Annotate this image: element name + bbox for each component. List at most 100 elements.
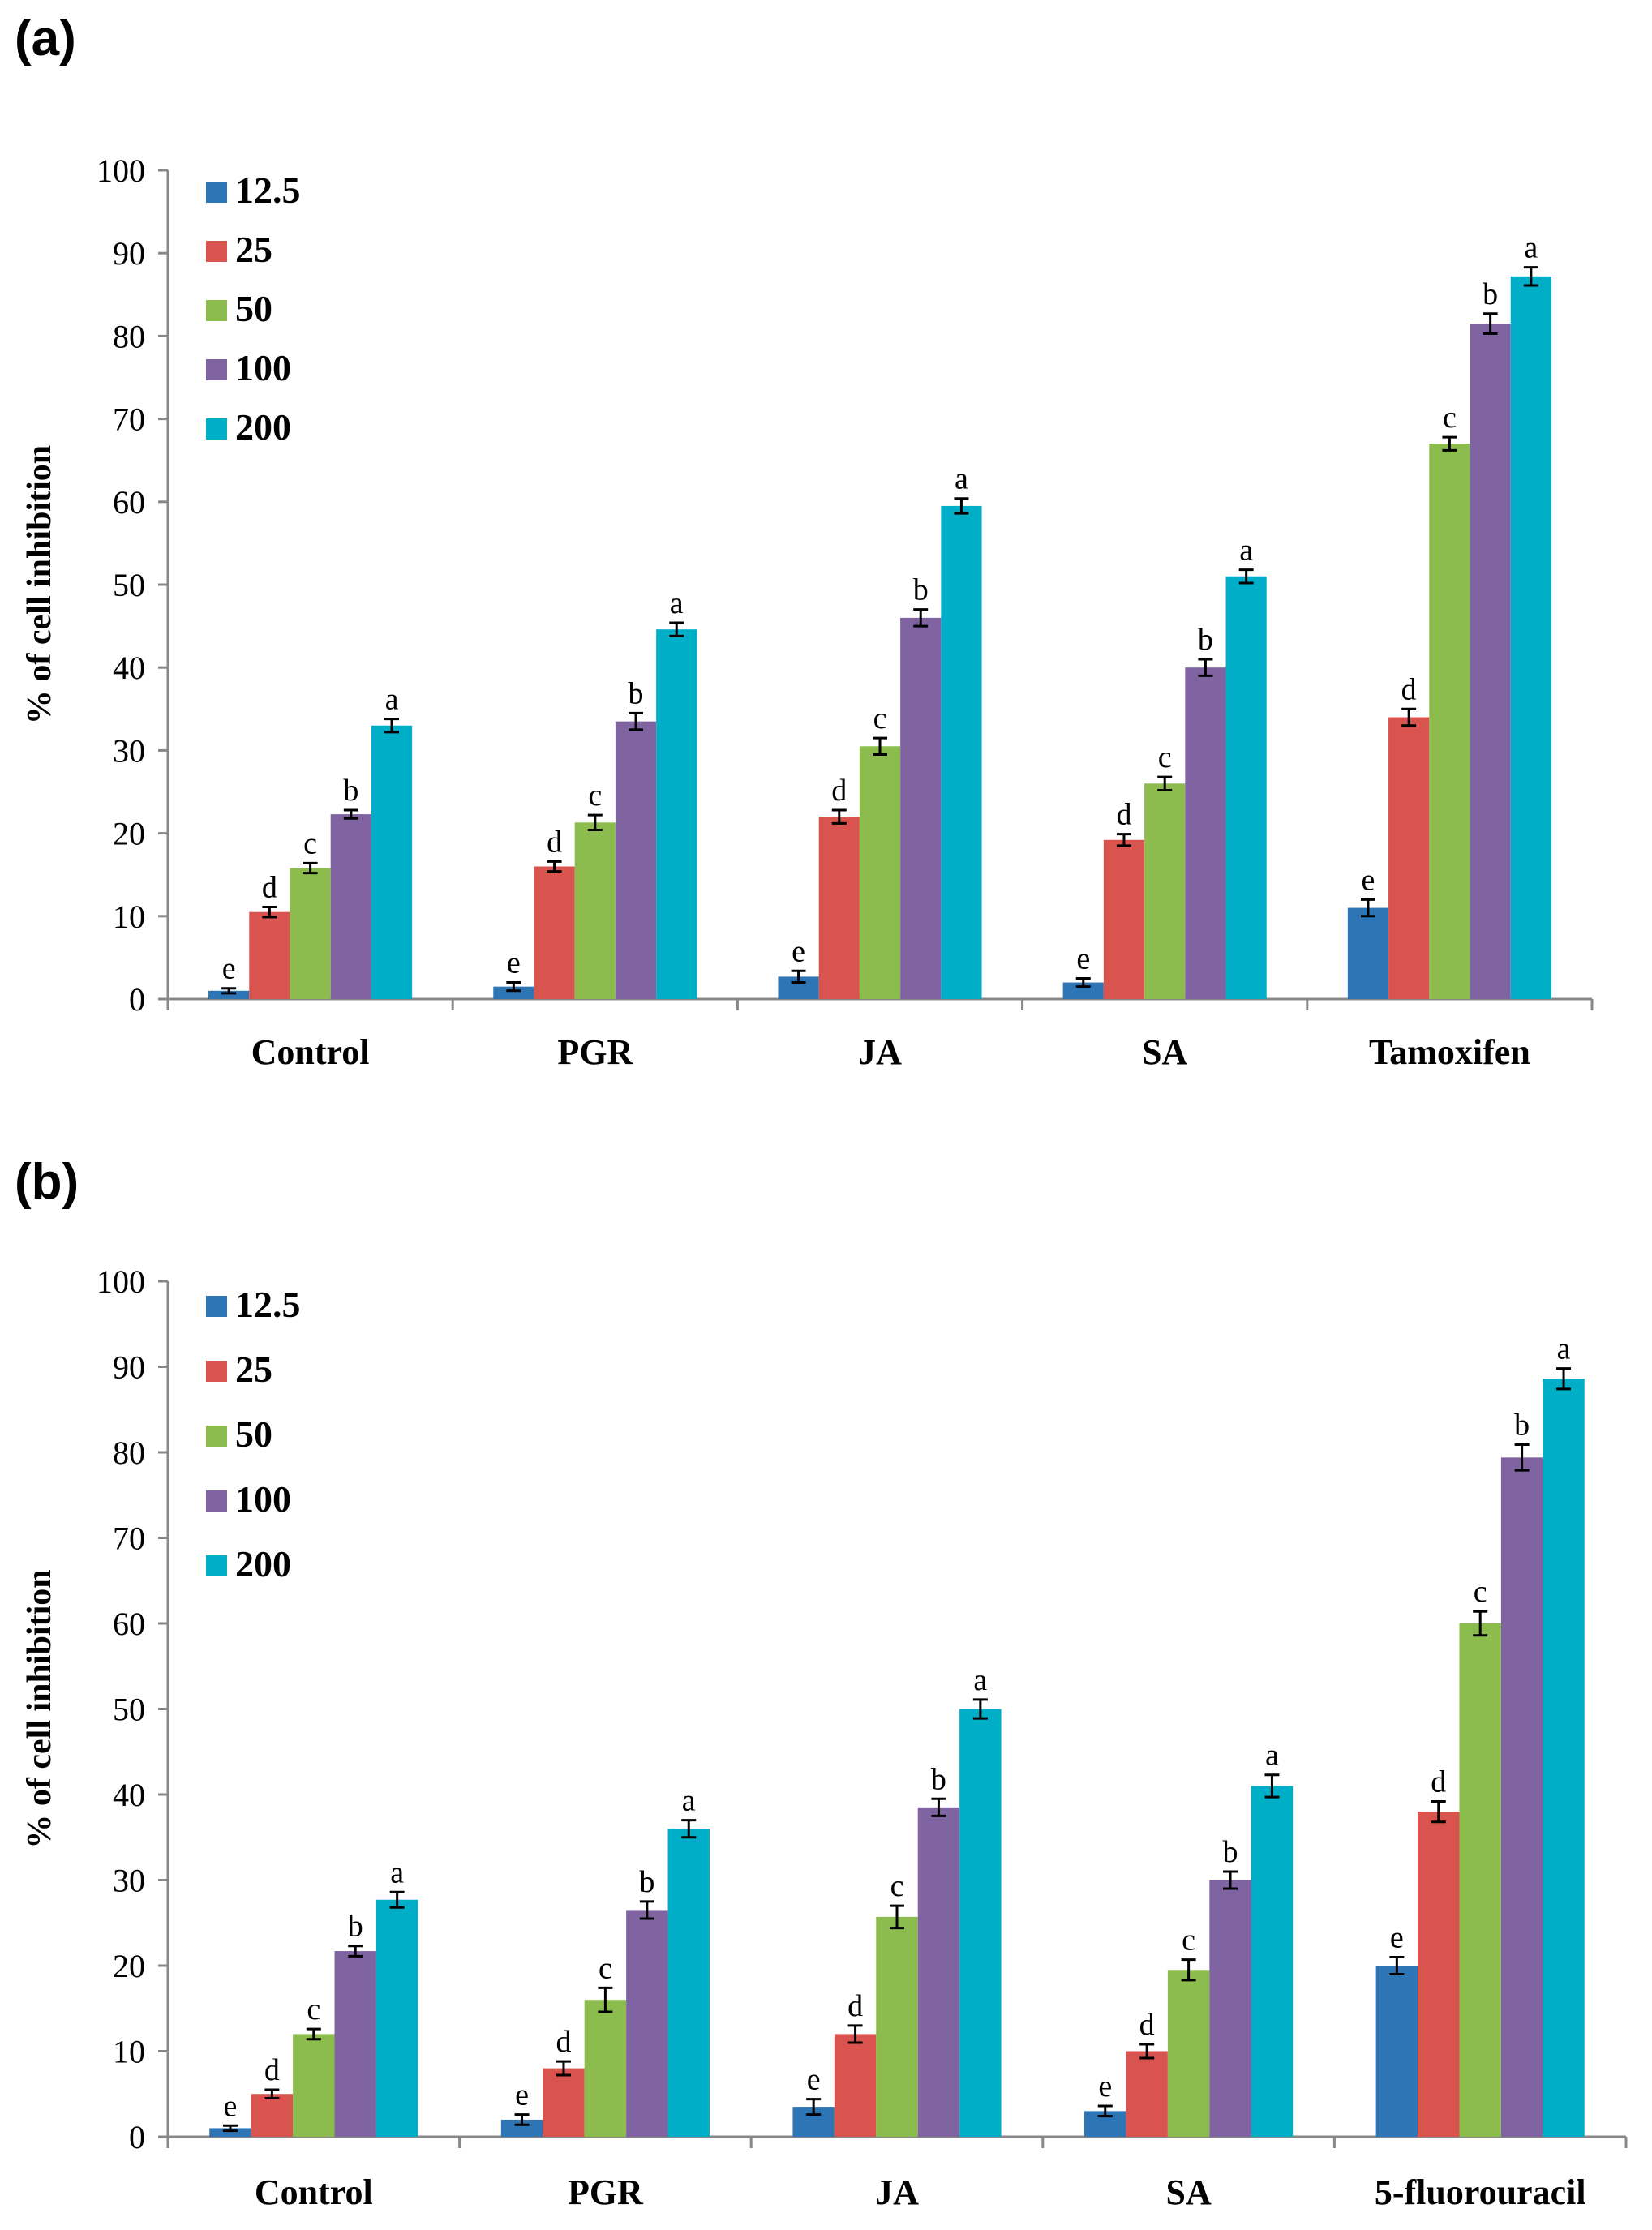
bar-5-fluorouracil-200 (1543, 1379, 1585, 2137)
significance-letter: e (515, 2078, 529, 2112)
bar-pgr-12.5 (500, 2119, 543, 2137)
significance-letter: d (847, 1989, 863, 2023)
significance-letter: b (1514, 1409, 1530, 1443)
y-tick-label: 80 (113, 1434, 145, 1471)
bar-ja-25 (818, 817, 860, 999)
significance-letter: d (1116, 798, 1131, 832)
bar-ja-50 (876, 1916, 918, 2137)
bar-sa-200 (1225, 576, 1267, 999)
bar-sa-100 (1185, 667, 1226, 999)
significance-letter: a (1557, 1332, 1571, 1366)
y-tick-label: 30 (113, 1863, 145, 1899)
bar-pgr-25 (543, 2068, 585, 2137)
y-tick-label: 30 (113, 732, 145, 769)
bar-control-200 (375, 1899, 418, 2137)
bar-sa-100 (1209, 1880, 1251, 2137)
bar-5-fluorouracil-100 (1500, 1457, 1543, 2137)
y-tick-label: 10 (113, 898, 145, 935)
significance-letter: d (1401, 672, 1417, 706)
bar-tamoxifen-25 (1388, 717, 1430, 999)
significance-letter: b (1223, 1835, 1238, 1869)
significance-letter: b (931, 1762, 946, 1796)
significance-letter: d (1431, 1765, 1446, 1799)
significance-letter: d (264, 2053, 280, 2087)
significance-letter: b (1198, 623, 1213, 657)
legend-label: 50 (235, 1413, 272, 1455)
bar-pgr-200 (667, 1829, 710, 2137)
y-tick-label: 60 (113, 484, 145, 521)
significance-letter: c (1182, 1923, 1195, 1958)
y-tick-label: 20 (113, 1948, 145, 1984)
bar-sa-50 (1144, 783, 1186, 999)
significance-letter: d (556, 2025, 571, 2059)
bar-sa-200 (1251, 1786, 1294, 2137)
bar-pgr-25 (534, 866, 575, 999)
legend-swatch (206, 241, 227, 262)
x-tick-label: PGR (568, 2172, 644, 2212)
bar-control-12.5 (208, 990, 250, 999)
bar-control-25 (251, 2094, 294, 2137)
x-tick-label: JA (858, 1032, 902, 1072)
legend-label: 200 (235, 1543, 291, 1585)
bar-control-200 (371, 725, 413, 999)
significance-letter: d (831, 774, 847, 808)
x-tick-label: Control (255, 2172, 373, 2212)
significance-letter: c (307, 1992, 320, 2026)
bar-ja-50 (859, 746, 901, 999)
significance-letter: c (890, 1869, 904, 1903)
significance-letter: e (1076, 941, 1090, 976)
bar-pgr-50 (574, 822, 616, 999)
bar-ja-100 (900, 617, 942, 999)
bar-sa-50 (1167, 1970, 1210, 2137)
bar-sa-25 (1126, 2051, 1168, 2137)
bar-control-100 (334, 1951, 376, 2137)
y-tick-label: 60 (113, 1606, 145, 1642)
bar-sa-25 (1103, 839, 1145, 999)
significance-letter: c (1443, 401, 1457, 435)
bar-ja-25 (834, 2034, 877, 2137)
bar-ja-200 (959, 1709, 1002, 2137)
x-tick-label: Tamoxifen (1369, 1032, 1530, 1072)
significance-letter: a (390, 1855, 404, 1889)
significance-letter: e (792, 934, 805, 968)
significance-letter: c (303, 826, 317, 860)
significance-letter: a (1524, 231, 1538, 265)
bar-5-fluorouracil-50 (1459, 1623, 1501, 2137)
bar-pgr-100 (615, 721, 657, 999)
bar-pgr-50 (584, 2000, 627, 2137)
legend-swatch (206, 418, 227, 440)
legend-label: 25 (235, 1349, 272, 1390)
y-tick-label: 80 (113, 318, 145, 354)
significance-letter: e (1098, 2069, 1112, 2103)
significance-letter: c (588, 778, 602, 813)
y-tick-label: 10 (113, 2034, 145, 2070)
bar-ja-200 (941, 505, 982, 999)
y-tick-label: 50 (113, 1692, 145, 1728)
legend-label: 100 (235, 347, 291, 388)
y-tick-label: 20 (113, 816, 145, 852)
significance-letter: e (1390, 1920, 1404, 1954)
bar-control-100 (330, 814, 371, 999)
bar-control-12.5 (209, 2128, 251, 2137)
y-tick-label: 50 (113, 567, 145, 603)
significance-letter: c (599, 1951, 612, 1985)
legend-label: 25 (235, 229, 272, 270)
legend-label: 12.5 (235, 1284, 301, 1325)
legend-swatch (206, 1555, 227, 1576)
legend-label: 100 (235, 1478, 291, 1520)
panel-label: (a) (15, 11, 76, 66)
bar-sa-12.5 (1062, 982, 1104, 999)
legend-swatch (206, 300, 227, 321)
significance-letter: e (224, 2089, 238, 2123)
y-tick-label: 100 (97, 1263, 145, 1300)
significance-letter: a (1265, 1739, 1279, 1773)
significance-letter: c (873, 701, 887, 735)
legend-label: 200 (235, 406, 291, 448)
bar-pgr-200 (656, 629, 697, 999)
significance-letter: e (807, 2063, 821, 2097)
significance-letter: a (973, 1663, 987, 1697)
y-axis-label: % of cell inhibition (21, 445, 58, 724)
y-tick-label: 0 (129, 2119, 145, 2155)
x-tick-label: PGR (557, 1032, 633, 1072)
